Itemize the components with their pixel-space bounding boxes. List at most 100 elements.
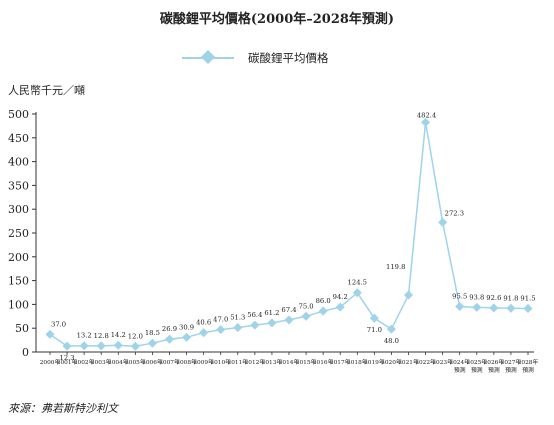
data-label: 482.4 — [417, 111, 436, 119]
data-label: 91.8 — [503, 294, 518, 302]
data-point-marker — [130, 341, 140, 351]
data-label: 37.0 — [51, 320, 66, 328]
source-note: 來源：弗若斯特沙利文 — [8, 402, 118, 415]
data-label: 93.8 — [469, 293, 484, 301]
data-label: 91.5 — [520, 294, 535, 302]
data-point-marker — [438, 217, 448, 227]
y-tick-label: 100 — [8, 298, 29, 311]
x-tick-label: 2018年 — [347, 358, 368, 366]
data-point-marker — [301, 311, 311, 321]
data-point-marker — [216, 325, 226, 335]
data-label: 51.3 — [230, 314, 245, 322]
data-point-marker — [318, 306, 328, 316]
data-point-marker — [96, 341, 106, 351]
x-tick-label: 2015年 — [296, 358, 317, 366]
data-point-marker — [62, 341, 72, 351]
x-tick-label: 2025年 — [467, 358, 488, 366]
y-tick-label: 150 — [8, 275, 29, 288]
x-tick-label: 2028年 — [518, 358, 539, 366]
data-label: 30.9 — [179, 323, 194, 331]
data-label: 14.2 — [111, 331, 126, 339]
data-point-marker — [164, 334, 175, 344]
x-tick-label-suffix: 預測 — [488, 366, 500, 374]
data-point-marker — [250, 320, 260, 330]
x-tick-label: 2022年 — [415, 358, 436, 366]
x-tick-label: 2014年 — [279, 358, 300, 366]
data-point-marker — [267, 318, 277, 328]
data-point-marker — [147, 338, 157, 348]
y-tick-label: 350 — [8, 179, 29, 192]
data-label: 12.0 — [128, 332, 143, 340]
x-tick-label: 2024年 — [449, 358, 470, 366]
data-label: 119.8 — [386, 263, 405, 271]
x-tick-label: 2000年 — [40, 358, 61, 366]
data-point-marker — [403, 290, 414, 300]
legend-line — [182, 50, 234, 65]
y-tick-label: 500 — [8, 108, 29, 121]
legend: 碳酸鋰平均價格 — [182, 48, 329, 68]
data-label: 40.6 — [196, 319, 211, 327]
x-tick-label: 2003年 — [91, 358, 112, 366]
data-point-marker — [386, 324, 396, 334]
x-tick-label: 2009年 — [193, 358, 214, 366]
x-tick-label-suffix: 預測 — [471, 366, 483, 374]
data-label: 272.3 — [445, 209, 464, 217]
data-label: 92.6 — [486, 294, 501, 302]
y-tick-label: 450 — [8, 132, 29, 145]
x-tick-label: 2020年 — [381, 358, 402, 366]
data-point-marker — [489, 303, 499, 313]
x-tick-label: 2001年 — [57, 358, 78, 366]
x-tick-label: 2012年 — [245, 358, 266, 366]
x-tick-label: 2007年 — [159, 358, 180, 366]
data-point-marker — [472, 302, 482, 312]
data-point-marker — [523, 303, 533, 313]
x-tick-label: 2017年 — [330, 358, 351, 366]
y-axis-unit: 人民幣千元／噸 — [8, 84, 85, 97]
data-label: 124.5 — [348, 279, 367, 287]
chart-title: 碳酸鋰平均價格(2000年–2028年預測) — [159, 12, 395, 27]
data-point-marker — [45, 329, 55, 339]
y-tick-label: 0 — [22, 346, 29, 359]
data-label: 47.0 — [213, 316, 228, 324]
data-point-marker — [369, 313, 379, 323]
x-tick-label: 2008年 — [176, 358, 197, 366]
x-tick-label: 2011年 — [228, 358, 249, 366]
data-label: 71.0 — [367, 326, 382, 334]
data-point-marker — [455, 302, 465, 312]
y-tick-label: 250 — [8, 227, 29, 240]
data-label: 95.5 — [452, 293, 467, 301]
data-point-marker — [233, 323, 243, 333]
x-tick-label: 2023年 — [432, 358, 453, 366]
x-tick-label: 2002年 — [74, 358, 95, 366]
y-tick-label: 300 — [8, 203, 29, 216]
x-tick-label-suffix: 預測 — [454, 366, 466, 374]
data-label: 48.0 — [384, 337, 399, 345]
data-point-marker — [284, 315, 294, 325]
y-tick-label: 50 — [15, 322, 29, 335]
x-tick-label: 2006年 — [142, 358, 163, 366]
data-label: 61.2 — [264, 309, 279, 317]
x-tick-label: 2013年 — [262, 358, 283, 366]
data-label: 94.2 — [333, 293, 348, 301]
data-label: 12.8 — [94, 332, 109, 340]
x-tick-label: 2005年 — [125, 358, 146, 366]
x-tick-label-suffix: 預測 — [505, 366, 517, 374]
data-point-marker — [79, 341, 89, 351]
data-label: 13.2 — [77, 332, 92, 340]
x-tick-label: 2021年 — [398, 358, 419, 366]
data-point-marker — [182, 332, 192, 342]
x-tick-label: 2019年 — [364, 358, 385, 366]
data-label: 56.4 — [247, 311, 262, 319]
x-tick-label: 2026年 — [484, 358, 505, 366]
x-tick-label: 2027年 — [501, 358, 522, 366]
data-label: 12.3 — [60, 354, 75, 362]
x-tick-label: 2010年 — [210, 358, 231, 366]
data-label: 86.0 — [316, 297, 331, 305]
data-point-marker — [113, 340, 123, 350]
data-point-marker — [199, 328, 209, 338]
legend-label: 碳酸鋰平均價格 — [248, 51, 329, 65]
y-tick-label: 400 — [8, 156, 29, 169]
data-label: 75.0 — [299, 302, 314, 310]
x-tick-label-suffix: 預測 — [522, 366, 534, 374]
